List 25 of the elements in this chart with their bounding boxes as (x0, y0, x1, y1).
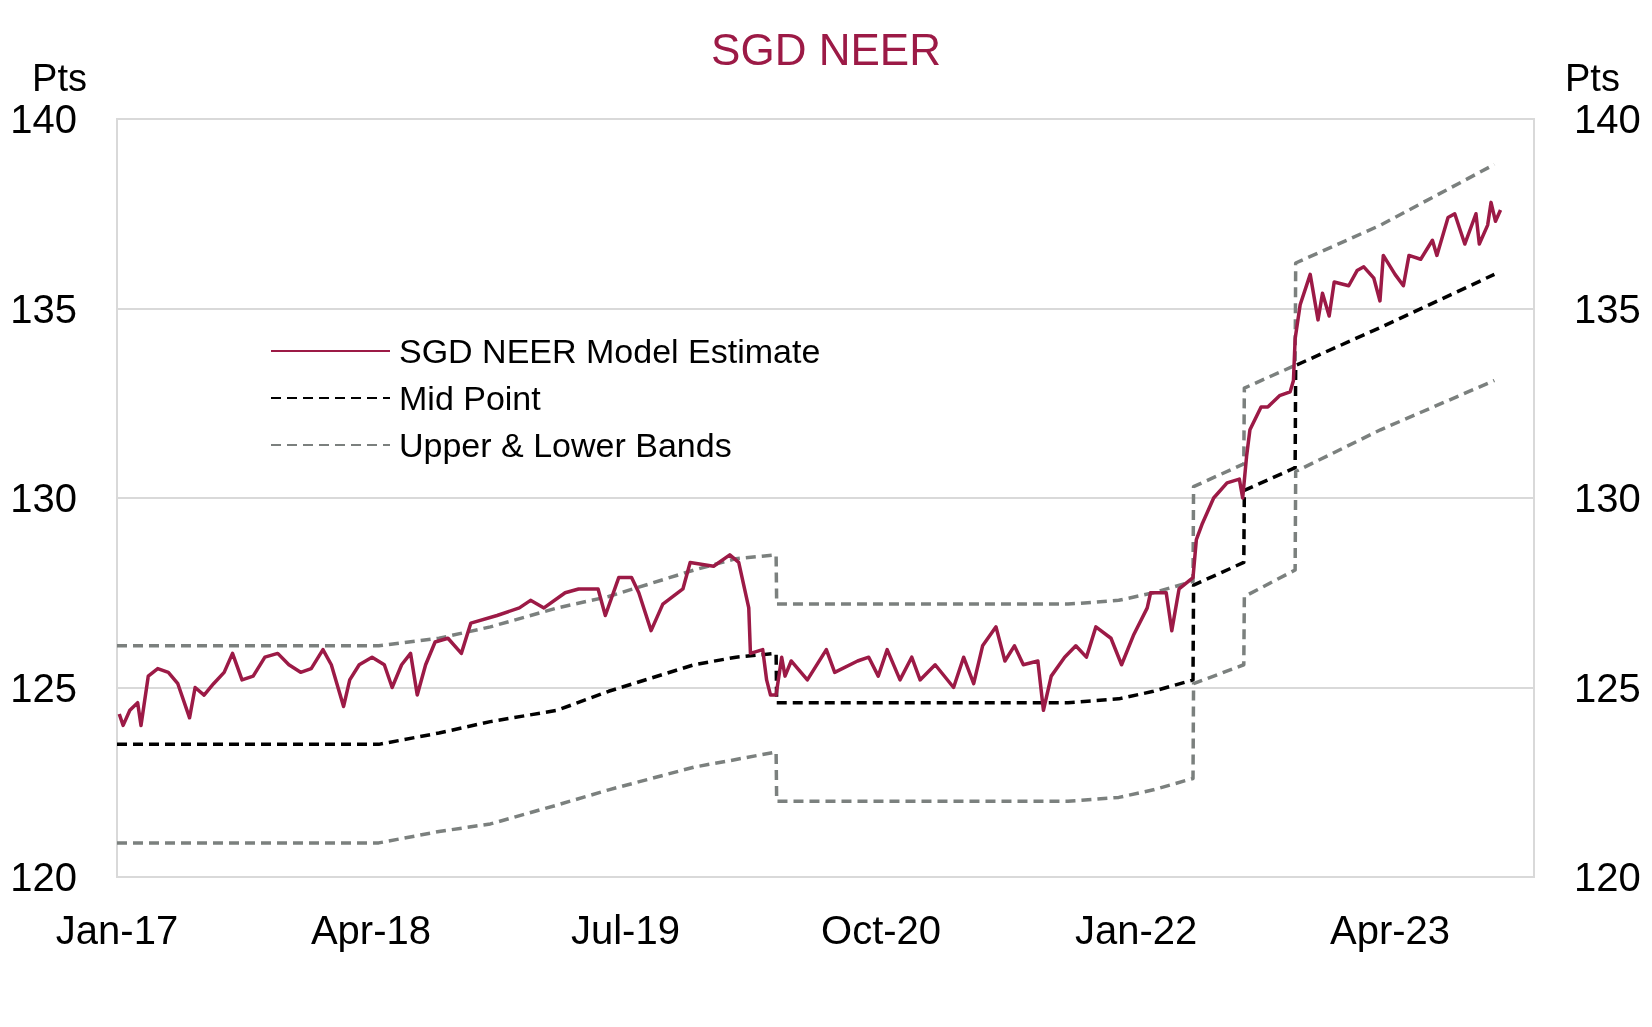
y2-tick-label: 135 (1574, 286, 1641, 331)
y2-tick-label: 125 (1574, 665, 1641, 710)
x-tick-label: Oct-20 (821, 908, 942, 952)
y-tick-label: 140 (10, 97, 77, 141)
legend-label: Upper & Lower Bands (399, 426, 732, 464)
x-tick-label: Apr-18 (310, 908, 431, 952)
line-series (117, 200, 1503, 728)
x-tick-label: Apr-23 (1329, 908, 1451, 952)
line-series (115, 378, 1497, 845)
y2-tick-label: 140 (1574, 97, 1641, 141)
y-tick-label: 125 (10, 665, 77, 710)
y-tick-label: 135 (10, 286, 77, 331)
line-series (115, 272, 1497, 747)
y2-tick-label: 130 (1574, 476, 1641, 520)
legend-label: Mid Point (399, 379, 542, 417)
x-tick-label: Jul-19 (570, 908, 680, 952)
y-axis-title: Pts (32, 57, 87, 99)
y-tick-label: 130 (10, 476, 77, 520)
x-tick-label: Jan-17 (55, 908, 179, 952)
x-tick-label: Jan-22 (1074, 908, 1198, 952)
y2-tick-label: 120 (1574, 855, 1641, 899)
legend-label: SGD NEER Model Estimate (399, 332, 821, 370)
y-tick-label: 120 (10, 855, 77, 899)
y2-axis-title: Pts (1565, 57, 1620, 99)
chart-title: SGD NEER (711, 24, 941, 74)
